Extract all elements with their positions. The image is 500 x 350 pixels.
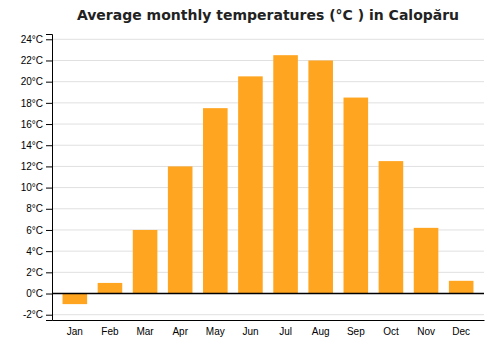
y-tick: 0°C xyxy=(26,288,52,299)
y-tick-mark xyxy=(46,82,52,83)
x-axis-line xyxy=(53,320,485,321)
y-tick: 14°C xyxy=(21,140,52,151)
y-tick-mark xyxy=(46,209,52,210)
y-tick-label: 18°C xyxy=(21,98,43,109)
grid-line xyxy=(52,208,484,209)
y-tick: 18°C xyxy=(21,98,52,109)
y-tick-label: 2°C xyxy=(26,267,43,278)
y-tick: 16°C xyxy=(21,119,52,130)
bar xyxy=(63,294,88,305)
x-tick: Jun xyxy=(242,326,258,337)
y-tick-mark xyxy=(46,166,52,167)
grid-line xyxy=(52,102,484,103)
bar xyxy=(273,55,298,293)
x-tick: Jan xyxy=(67,326,83,337)
grid-line xyxy=(52,293,484,294)
y-tick-mark xyxy=(46,251,52,252)
y-axis: -2°C 0°C 2°C 4°C 6°C 8°C 10°C 12°C 14°C 16°C 18°C 2… xyxy=(21,34,53,321)
bar xyxy=(308,60,333,293)
y-tick-mark xyxy=(46,315,52,316)
x-tick: Jul xyxy=(279,326,292,337)
x-tick-label: Dec xyxy=(452,326,470,337)
grid-line xyxy=(52,166,484,167)
y-tick: -2°C xyxy=(23,309,52,320)
grid xyxy=(52,39,484,314)
y-tick-label: 0°C xyxy=(26,288,43,299)
grid-line xyxy=(52,124,484,125)
x-tick-label: Oct xyxy=(383,326,399,337)
x-tick: Feb xyxy=(101,326,119,337)
x-tick: Sep xyxy=(347,326,365,337)
x-tick-label: Feb xyxy=(101,326,119,337)
bar xyxy=(98,283,123,294)
y-tick: 2°C xyxy=(26,267,52,278)
y-tick-mark xyxy=(46,39,52,40)
x-tick: Nov xyxy=(417,326,435,337)
x-tick-label: May xyxy=(206,326,225,337)
bar xyxy=(449,281,474,294)
y-tick-label: 22°C xyxy=(21,55,43,66)
x-tick: Dec xyxy=(452,326,470,337)
bar xyxy=(133,230,158,294)
bar xyxy=(238,76,263,293)
plot-area xyxy=(63,55,474,304)
y-tick-label: 16°C xyxy=(21,119,43,130)
y-tick: 12°C xyxy=(21,161,52,172)
zero-line xyxy=(52,293,484,295)
grid-line xyxy=(52,145,484,146)
bar xyxy=(203,108,228,293)
grid-line xyxy=(52,314,484,315)
y-tick-label: 20°C xyxy=(21,76,43,87)
y-tick: 22°C xyxy=(21,55,52,66)
y-axis-line xyxy=(46,35,53,321)
y-tick-label: 12°C xyxy=(21,161,43,172)
grid-line xyxy=(52,39,484,40)
y-tick-mark xyxy=(46,188,52,189)
grid-line xyxy=(52,187,484,188)
bar xyxy=(379,161,404,293)
bar xyxy=(414,228,439,294)
y-tick-label: 4°C xyxy=(26,246,43,257)
bar xyxy=(168,166,193,293)
x-tick-label: Mar xyxy=(136,326,154,337)
x-tick: Apr xyxy=(172,326,188,337)
x-tick: Mar xyxy=(136,326,154,337)
y-tick-mark xyxy=(46,103,52,104)
x-tick-label: Sep xyxy=(347,326,365,337)
y-tick-label: 6°C xyxy=(26,225,43,236)
y-tick-mark xyxy=(46,230,52,231)
x-tick-label: Jul xyxy=(279,326,292,337)
y-tick: 4°C xyxy=(26,246,52,257)
grid-line xyxy=(52,81,484,82)
y-tick: 10°C xyxy=(21,182,52,193)
y-tick-label: 10°C xyxy=(21,182,43,193)
y-tick: 6°C xyxy=(26,225,52,236)
y-tick-mark xyxy=(46,272,52,273)
x-axis: Jan Feb Mar Apr May Jun Jul Aug Sep Oct Nov Dec xyxy=(53,321,485,338)
bar xyxy=(344,98,369,294)
grid-line xyxy=(52,60,484,61)
x-tick-label: Nov xyxy=(417,326,435,337)
y-tick-label: 24°C xyxy=(21,34,43,45)
y-tick: 20°C xyxy=(21,76,52,87)
x-tick: Aug xyxy=(312,326,330,337)
y-tick-mark xyxy=(46,145,52,146)
x-tick: May xyxy=(206,326,225,337)
y-tick-mark xyxy=(46,60,52,61)
x-tick-label: Aug xyxy=(312,326,330,337)
title: Average monthly temperatures (°C ) in Ca… xyxy=(77,7,459,23)
y-tick-mark xyxy=(46,294,52,295)
y-tick-label: 8°C xyxy=(26,203,43,214)
chart: -2°C 0°C 2°C 4°C 6°C 8°C 10°C 12°C 14°C 16°C 18°C 2… xyxy=(0,0,500,350)
x-tick-label: Jan xyxy=(67,326,83,337)
y-tick-label: 14°C xyxy=(21,140,43,151)
y-tick-mark xyxy=(46,124,52,125)
x-tick-label: Apr xyxy=(172,326,188,337)
y-tick-label: -2°C xyxy=(23,309,43,320)
x-tick: Oct xyxy=(383,326,399,337)
y-tick: 8°C xyxy=(26,203,52,214)
y-tick: 24°C xyxy=(21,34,52,45)
x-tick-label: Jun xyxy=(242,326,258,337)
